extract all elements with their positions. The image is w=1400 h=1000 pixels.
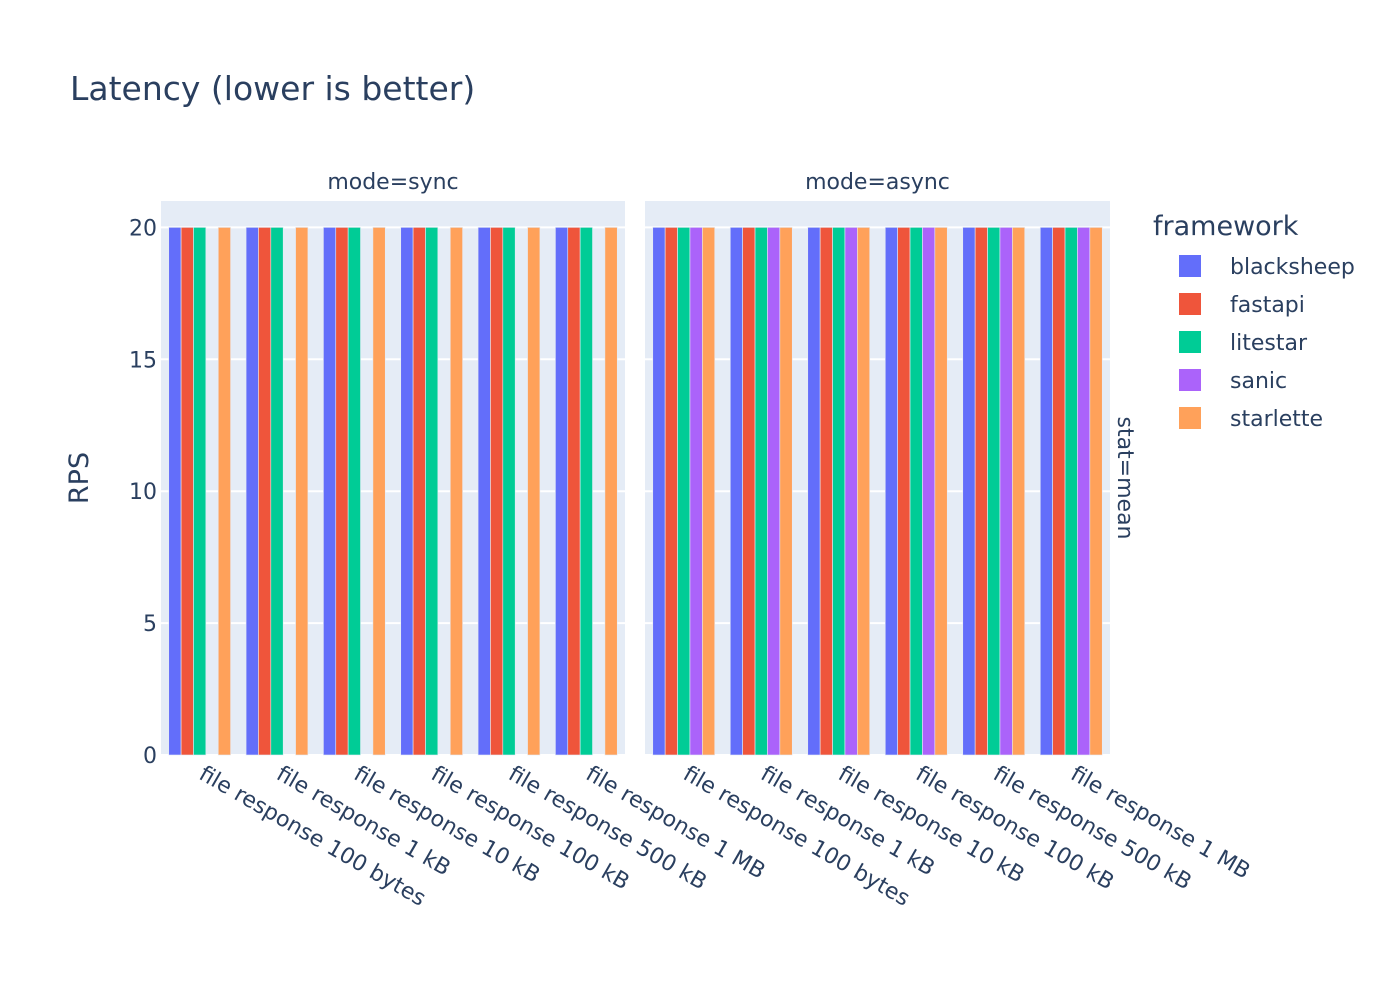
bar-fastapi[interactable]	[897, 227, 911, 756]
y-tick-label: 10	[129, 480, 157, 505]
bar-blacksheep[interactable]	[400, 227, 414, 756]
facet-title: mode=sync	[327, 170, 458, 195]
y-tick-label: 0	[143, 744, 157, 769]
legend-item-blacksheep[interactable]: blacksheep	[1179, 255, 1355, 280]
bar-litestar[interactable]	[347, 227, 361, 756]
bar-fastapi[interactable]	[664, 227, 678, 756]
plot-background	[645, 201, 1110, 755]
bar-blacksheep[interactable]	[323, 227, 337, 756]
bar-starlette[interactable]	[934, 227, 948, 756]
bar-litestar[interactable]	[270, 227, 284, 756]
bar-fastapi[interactable]	[974, 227, 988, 756]
bar-starlette[interactable]	[449, 227, 463, 756]
bar-litestar[interactable]	[909, 227, 923, 756]
bar-litestar[interactable]	[193, 227, 207, 756]
legend-swatch	[1179, 369, 1201, 391]
bar-sanic[interactable]	[689, 227, 703, 756]
bar-blacksheep[interactable]	[729, 227, 743, 756]
legend[interactable]: framework blacksheep fastapi litestar sanic…	[1153, 211, 1355, 432]
bar-litestar[interactable]	[425, 227, 439, 756]
y-tick-label: 5	[143, 612, 157, 637]
bar-starlette[interactable]	[604, 227, 618, 756]
y-tick-label: 15	[129, 348, 157, 373]
bar-litestar[interactable]	[987, 227, 1001, 756]
legend-swatch	[1179, 255, 1201, 277]
plot-background	[161, 201, 625, 755]
bar-blacksheep[interactable]	[477, 227, 491, 756]
bar-starlette[interactable]	[779, 227, 793, 756]
bar-fastapi[interactable]	[742, 227, 756, 756]
legend-swatch	[1179, 407, 1201, 429]
bar-litestar[interactable]	[579, 227, 593, 756]
bar-fastapi[interactable]	[180, 227, 194, 756]
legend-swatch	[1179, 293, 1201, 315]
legend-item-litestar[interactable]: litestar	[1179, 331, 1308, 356]
bar-fastapi[interactable]	[412, 227, 426, 756]
facet-title: mode=async	[805, 170, 950, 195]
bar-blacksheep[interactable]	[807, 227, 821, 756]
legend-label: fastapi	[1230, 293, 1305, 318]
bar-litestar[interactable]	[502, 227, 516, 756]
chart-title: Latency (lower is better)	[70, 69, 475, 108]
bar-fastapi[interactable]	[490, 227, 504, 756]
legend-items[interactable]: blacksheep fastapi litestar sanic starlette	[1179, 255, 1355, 432]
row-facet-label: stat=mean	[1112, 416, 1137, 539]
bar-fastapi[interactable]	[258, 227, 272, 756]
bar-sanic[interactable]	[767, 227, 781, 756]
bar-blacksheep[interactable]	[168, 227, 182, 756]
bar-blacksheep[interactable]	[884, 227, 898, 756]
bar-fastapi[interactable]	[819, 227, 833, 756]
bar-litestar[interactable]	[1064, 227, 1078, 756]
legend-swatch	[1179, 331, 1201, 353]
legend-item-starlette[interactable]: starlette	[1179, 407, 1323, 432]
bar-sanic[interactable]	[1077, 227, 1091, 756]
legend-label: sanic	[1230, 369, 1287, 394]
bar-litestar[interactable]	[832, 227, 846, 756]
bar-starlette[interactable]	[295, 227, 309, 756]
legend-label: litestar	[1230, 331, 1308, 356]
bar-fastapi[interactable]	[567, 227, 581, 756]
bar-starlette[interactable]	[1089, 227, 1103, 756]
legend-title: framework	[1153, 211, 1299, 242]
bar-litestar[interactable]	[677, 227, 691, 756]
y-tick-label: 20	[129, 216, 157, 241]
bar-fastapi[interactable]	[1052, 227, 1066, 756]
legend-item-sanic[interactable]: sanic	[1179, 369, 1287, 394]
y-axis-label: RPS	[64, 452, 95, 504]
bar-sanic[interactable]	[844, 227, 858, 756]
bar-blacksheep[interactable]	[652, 227, 666, 756]
bar-blacksheep[interactable]	[245, 227, 259, 756]
bar-blacksheep[interactable]	[962, 227, 976, 756]
bar-starlette[interactable]	[702, 227, 716, 756]
bar-litestar[interactable]	[754, 227, 768, 756]
bar-blacksheep[interactable]	[1039, 227, 1053, 756]
bar-starlette[interactable]	[217, 227, 231, 756]
bar-fastapi[interactable]	[335, 227, 349, 756]
bar-starlette[interactable]	[857, 227, 871, 756]
legend-label: blacksheep	[1230, 255, 1355, 280]
legend-label: starlette	[1230, 407, 1323, 432]
bar-starlette[interactable]	[527, 227, 541, 756]
bar-sanic[interactable]	[922, 227, 936, 756]
bar-sanic[interactable]	[999, 227, 1013, 756]
bar-blacksheep[interactable]	[555, 227, 569, 756]
bar-starlette[interactable]	[372, 227, 386, 756]
legend-item-fastapi[interactable]: fastapi	[1179, 293, 1305, 318]
bar-starlette[interactable]	[1012, 227, 1026, 756]
